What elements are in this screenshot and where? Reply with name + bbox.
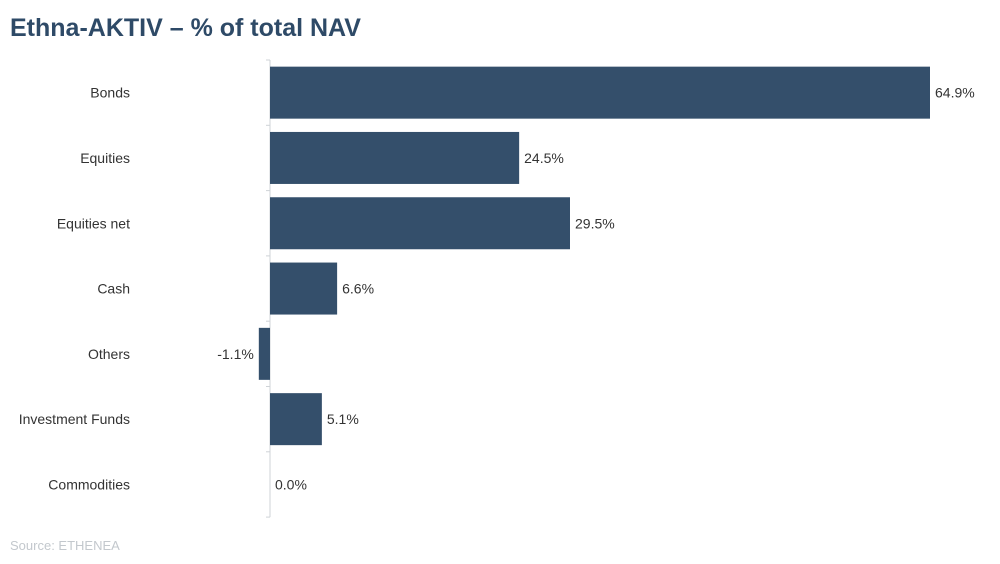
category-label: Investment Funds xyxy=(19,411,130,427)
bar xyxy=(270,66,930,119)
category-label: Others xyxy=(88,346,130,362)
data-label: -1.1% xyxy=(217,346,254,362)
category-label: Equities xyxy=(80,150,130,166)
bar xyxy=(270,197,570,250)
data-label: 64.9% xyxy=(935,85,975,101)
data-label: 29.5% xyxy=(575,215,615,231)
chart-title: Ethna-AKTIV – % of total NAV xyxy=(10,14,361,42)
bar xyxy=(270,393,322,446)
bar xyxy=(258,327,270,380)
category-label: Bonds xyxy=(90,85,130,101)
source-note: Source: ETHENEA xyxy=(10,538,120,553)
category-label: Cash xyxy=(97,281,130,297)
data-label: 0.0% xyxy=(275,476,307,492)
data-label: 6.6% xyxy=(342,281,374,297)
category-label: Commodities xyxy=(48,476,130,492)
bar xyxy=(270,262,338,315)
data-label: 5.1% xyxy=(327,411,359,427)
data-label: 24.5% xyxy=(524,150,564,166)
category-label: Equities net xyxy=(57,215,130,231)
bar xyxy=(270,131,520,184)
